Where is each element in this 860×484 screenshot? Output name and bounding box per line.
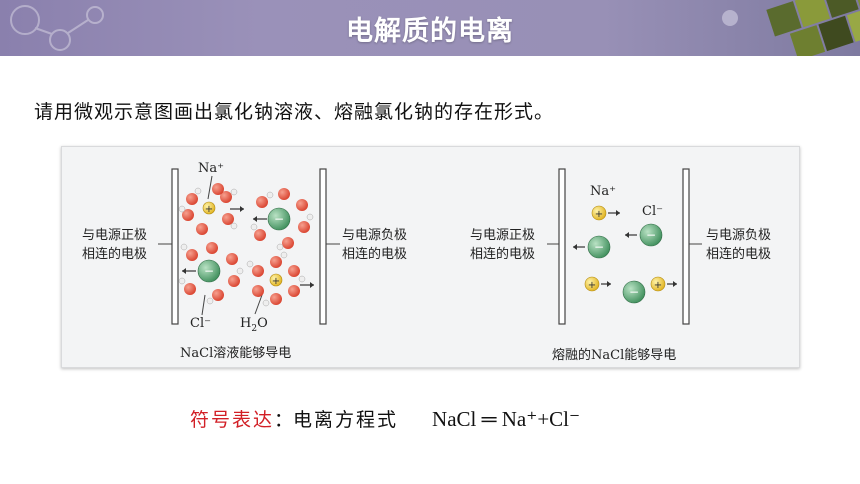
na-ion-label: Na⁺ <box>198 161 224 176</box>
negative-electrode-label: 与电源负极 <box>342 228 407 243</box>
svg-text:+: + <box>654 280 662 291</box>
cl-ion-label: Cl⁻ <box>642 204 663 219</box>
title-banner: 电解质的电离 <box>0 0 860 56</box>
svg-text:−: − <box>629 285 639 299</box>
ionization-equation: NaCl ═ Na⁺+Cl⁻ <box>432 407 581 431</box>
colon: ： <box>274 409 294 431</box>
svg-text:−: − <box>646 228 656 242</box>
cl-ion: − <box>625 223 663 247</box>
hydrated-na-ion: + <box>178 183 244 235</box>
na-ion: + <box>584 276 611 292</box>
figure-panel: 与电源正极 相连的电极 与电源负极 相连的电极 Na⁺ Cl⁻ H2O + − <box>61 146 800 368</box>
hydrated-cl-ion: − <box>178 242 244 305</box>
na-ion: + <box>591 205 620 221</box>
negative-electrode-label: 与电源负极 <box>706 228 771 243</box>
negative-electrode-label-line2: 相连的电极 <box>706 246 771 262</box>
periodic-blocks-decoration-icon <box>722 0 860 56</box>
svg-text:+: + <box>272 276 280 287</box>
negative-electrode-label-line2: 相连的电极 <box>342 246 407 262</box>
cl-ion: − <box>573 235 611 259</box>
page-title: 电解质的电离 <box>346 16 514 47</box>
ionization-equation-label: 电离方程式 <box>293 409 399 431</box>
positive-electrode <box>171 168 179 325</box>
negative-electrode <box>682 168 690 325</box>
svg-text:+: + <box>595 209 603 220</box>
na-ion: + <box>650 276 677 292</box>
svg-text:−: − <box>274 212 284 226</box>
ion-diagram: 与电源正极 相连的电极 与电源负极 相连的电极 Na⁺ Cl⁻ H2O + − <box>82 161 771 363</box>
formula-row: 符号表达：电离方程式 NaCl ═ Na⁺+Cl⁻ <box>190 405 580 432</box>
positive-electrode-label: 与电源正极 <box>470 228 535 243</box>
svg-text:+: + <box>588 280 596 291</box>
question-text: 请用微观示意图画出氯化钠溶液、熔融氯化钠的存在形式。 <box>34 101 555 123</box>
hydrated-na-ion: + <box>246 251 314 307</box>
cl-ion: − <box>622 280 646 304</box>
water-label: H2O <box>240 316 268 334</box>
negative-electrode <box>319 168 327 325</box>
symbol-expression-label: 符号表达 <box>190 409 275 431</box>
positive-electrode-label: 与电源正极 <box>82 228 147 243</box>
na-ion-label: Na⁺ <box>590 184 616 199</box>
svg-text:−: − <box>204 264 214 278</box>
hydrated-cl-ion: − <box>250 188 314 251</box>
svg-text:+: + <box>205 204 213 215</box>
cl-ion-label: Cl⁻ <box>190 316 211 331</box>
molecule-decoration-icon <box>10 5 104 51</box>
left-caption: NaCl溶液能够导电 <box>180 346 291 361</box>
positive-electrode <box>558 168 566 325</box>
positive-electrode-label-line2: 相连的电极 <box>470 246 535 262</box>
svg-text:−: − <box>594 240 604 254</box>
positive-electrode-label-line2: 相连的电极 <box>82 246 147 262</box>
right-caption: 熔融的NaCl能够导电 <box>552 347 676 363</box>
